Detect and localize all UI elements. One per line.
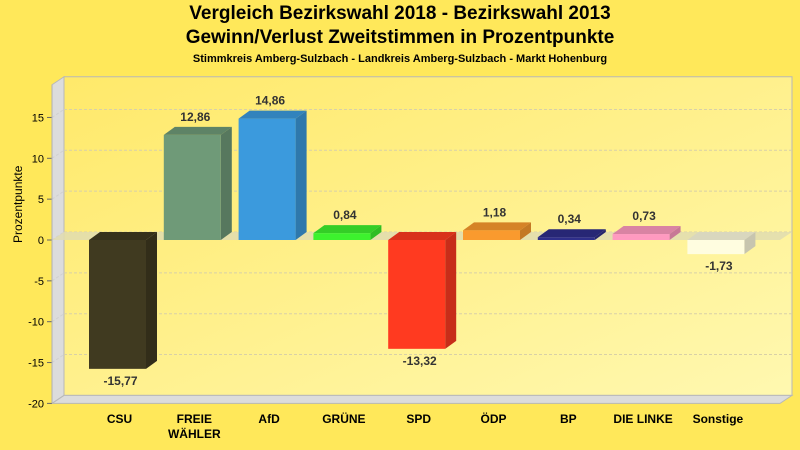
bar-top [89, 232, 157, 240]
bar-bp [537, 229, 606, 240]
gridline-diagonal [51, 313, 65, 323]
bar-front [463, 230, 520, 240]
data-label: -13,32 [403, 354, 437, 368]
bar-top [238, 110, 307, 119]
x-tick-label: AfD [258, 412, 280, 426]
bar-top [463, 222, 531, 231]
x-tick-label: FREIE [177, 412, 212, 426]
chart-title: Vergleich Bezirkswahl 2018 - Bezirkswahl… [189, 3, 611, 24]
data-label: 14,86 [255, 94, 285, 108]
bar-top [687, 232, 756, 240]
x-tick-label: WÄHLER [168, 426, 221, 441]
y-tick-label: 0 [38, 235, 44, 247]
data-label: 12,86 [180, 110, 210, 124]
bar-ödp [463, 222, 531, 240]
data-label: 0,84 [333, 208, 357, 222]
x-tick-label: ÖDP [480, 411, 506, 426]
x-tick-label: DIE LINKE [613, 412, 672, 426]
bar-side [669, 226, 681, 240]
y-tick-label: 15 [32, 112, 44, 124]
bar-side [220, 126, 232, 240]
chart-region-subtitle: Stimmkreis Amberg-Sulzbach - Landkreis A… [192, 53, 608, 65]
bar-die-linke [612, 226, 681, 240]
bar-front [89, 240, 146, 369]
x-tick-label: BP [560, 412, 577, 426]
bar-front [313, 233, 371, 240]
data-label: 1,18 [483, 205, 507, 219]
gridline-diagonal [51, 149, 65, 159]
data-label: 0,73 [632, 209, 656, 223]
bar-front [612, 234, 670, 240]
y-tick-label: 5 [38, 194, 44, 206]
bar-side [295, 110, 307, 240]
y-tick-label: -20 [28, 398, 44, 410]
bar-side [744, 232, 756, 255]
gridline-diagonal [51, 272, 65, 282]
chart-subtitle: Gewinn/Verlust Zweitstimmen in Prozentpu… [185, 27, 615, 48]
bar-front [687, 240, 745, 255]
bar-spd [388, 232, 457, 349]
bar-top [313, 225, 382, 234]
x-tick-label: Sonstige [693, 412, 744, 426]
x-tick-label: GRÜNE [322, 411, 365, 426]
bar-side [520, 222, 531, 240]
y-tick-label: 10 [32, 153, 44, 165]
data-label: 0,34 [558, 212, 582, 226]
plot-floor [50, 394, 794, 404]
bar-side [594, 229, 606, 240]
gridline-diagonal [51, 109, 65, 118]
bar-side [445, 232, 457, 349]
x-tick-label: CSU [107, 412, 132, 426]
bar-side [146, 232, 157, 369]
bar-afd [238, 110, 307, 240]
gridline-diagonal [51, 190, 65, 200]
bar-sonstige [687, 232, 756, 255]
bar-csu [89, 232, 157, 369]
bar-top [163, 126, 232, 135]
x-tick-label: SPD [406, 412, 431, 426]
bar-front [537, 237, 595, 240]
bar-top [388, 232, 457, 240]
bar-front [388, 240, 446, 349]
plot-left-wall [51, 75, 65, 405]
bar-top [537, 229, 606, 238]
gridline-diagonal [51, 354, 65, 363]
bar-front [238, 118, 296, 240]
bar-top [612, 226, 681, 235]
data-label: -15,77 [103, 374, 137, 388]
data-label: -1,73 [705, 259, 733, 273]
y-tick-label: -5 [34, 276, 44, 288]
y-tick-label: -10 [28, 317, 44, 329]
bar-grüne [313, 225, 382, 240]
bar-front [163, 134, 221, 240]
bar-freie-wähler [163, 126, 232, 240]
bar-side [370, 225, 382, 240]
y-tick-label: -15 [28, 358, 44, 370]
